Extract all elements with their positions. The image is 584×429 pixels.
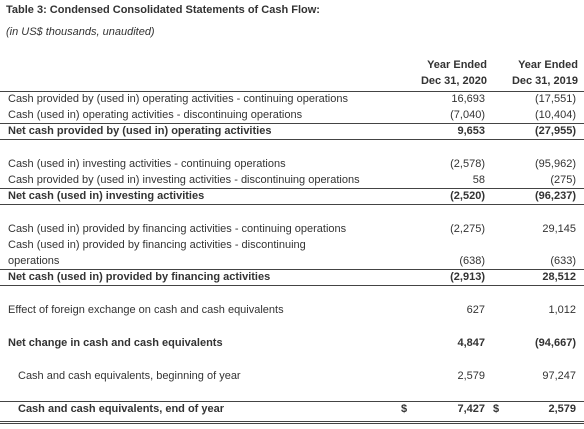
subtitle: (in US$ thousands, unaudited): [6, 26, 155, 38]
row-label: Net cash provided by (used in) operating…: [8, 125, 272, 137]
currency: $: [493, 403, 500, 415]
cell-value: (2,275): [450, 223, 485, 235]
cell-value: (2,913): [450, 271, 485, 283]
rule: [0, 139, 584, 140]
cell-value: (2,578): [450, 158, 485, 170]
column-header: Dec 31, 2020: [420, 75, 487, 87]
row-label: Cash provided by (used in) investing act…: [8, 174, 360, 186]
row-label: Cash provided by (used in) operating act…: [8, 93, 348, 105]
cell-value: (96,237): [535, 190, 576, 202]
cell-value: (275): [550, 174, 576, 186]
row-label: Net cash (used in) provided by financing…: [8, 271, 271, 283]
row-label: Net change in cash and cash equivalents: [8, 337, 223, 349]
cell-value: 28,512: [542, 271, 576, 283]
cell-value: 29,145: [542, 223, 576, 235]
rule: [0, 91, 584, 92]
cell-value: (2,520): [450, 190, 485, 202]
cell-value: 2,579: [548, 403, 576, 415]
rule: [0, 269, 584, 270]
row-label: Net cash (used in) investing activities: [8, 190, 205, 202]
row-label: Cash and cash equivalents, beginning of …: [18, 370, 241, 382]
row-label: Cash (used in) investing activities - co…: [8, 158, 286, 170]
rule: [0, 204, 584, 205]
rule: [0, 188, 584, 189]
title: Table 3: Condensed Consolidated Statemen…: [6, 4, 320, 16]
cell-value: 2,579: [457, 370, 485, 382]
cell-value: 1,012: [548, 304, 576, 316]
cell-value: 4,847: [457, 337, 485, 349]
row-label: Cash (used in) provided by financing act…: [8, 239, 306, 251]
cell-value: 627: [466, 304, 485, 316]
cell-value: (95,962): [535, 158, 576, 170]
rule: [0, 285, 584, 286]
cell-value: 9,653: [457, 125, 485, 137]
rule: [0, 401, 584, 402]
row-label: Effect of foreign exchange on cash and c…: [8, 304, 284, 316]
cell-value: (10,404): [535, 109, 576, 121]
column-header: Year Ended: [427, 59, 487, 71]
row-label: operations: [8, 255, 60, 267]
cell-value: (7,040): [450, 109, 485, 121]
column-header: Year Ended: [518, 59, 578, 71]
cell-value: (94,667): [535, 337, 576, 349]
cell-value: 97,247: [542, 370, 576, 382]
cell-value: (638): [459, 255, 485, 267]
row-label: Cash (used in) operating activities - di…: [8, 109, 303, 121]
cell-value: (27,955): [535, 125, 576, 137]
currency: $: [401, 403, 408, 415]
rule: [0, 421, 584, 424]
column-header: Dec 31, 2019: [511, 75, 578, 87]
cell-value: 58: [472, 174, 485, 186]
cell-value: 16,693: [451, 93, 485, 105]
cell-value: (633): [550, 255, 576, 267]
row-label: Cash and cash equivalents, end of year: [18, 403, 225, 415]
cell-value: (17,551): [535, 93, 576, 105]
cell-value: 7,427: [457, 403, 485, 415]
row-label: Cash (used in) provided by financing act…: [8, 223, 347, 235]
rule: [0, 123, 584, 124]
